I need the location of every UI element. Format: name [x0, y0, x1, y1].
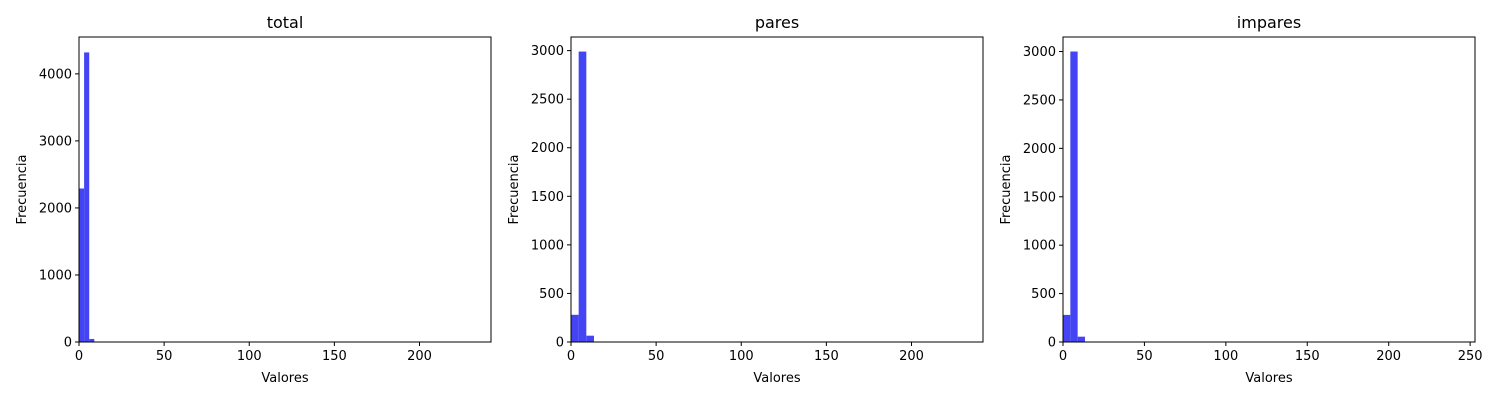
x-tick-label: 200	[1376, 349, 1401, 364]
chart-title: impares	[1237, 13, 1301, 32]
y-axis-label: Frecuencia	[999, 155, 1014, 225]
histogram-panel-1: 0 50 100 150 20001000200030004000totalValore…	[15, 13, 492, 386]
axes-frame	[1062, 36, 1476, 343]
y-tick-label: 4000	[39, 67, 72, 82]
y-tick-label: 1500	[1023, 190, 1056, 205]
y-tick-label: 1000	[531, 238, 564, 253]
x-tick-label: 0	[567, 349, 575, 364]
x-tick-label: 150	[1295, 349, 1320, 364]
axes-frame	[78, 36, 492, 343]
y-tick-label: 2500	[1023, 93, 1056, 108]
histogram-bar	[89, 338, 95, 342]
x-axis-label: Valores	[753, 371, 800, 386]
y-tick-label: 500	[539, 287, 564, 302]
histogram-bar	[571, 314, 579, 342]
x-tick-label: 100	[237, 349, 262, 364]
x-tick-label: 150	[814, 349, 839, 364]
histogram-panel-2: 0 50 100 150 200050010001500200025003000pare…	[507, 13, 984, 386]
y-tick-label: 3000	[1023, 45, 1056, 60]
histogram-bar	[586, 335, 594, 342]
y-tick-label: 2000	[39, 201, 72, 216]
y-tick-label: 1000	[39, 268, 72, 283]
histogram-bar	[1063, 314, 1071, 342]
y-axis-label: Frecuencia	[15, 155, 30, 225]
x-tick-label: 50	[1136, 349, 1153, 364]
x-tick-label: 0	[1059, 349, 1067, 364]
histogram-bar	[578, 51, 587, 342]
x-tick-label: 50	[648, 349, 665, 364]
histogram-bar	[84, 52, 90, 343]
y-tick-label: 0	[1048, 336, 1056, 351]
y-tick-label: 2000	[1023, 142, 1056, 157]
x-tick-label: 100	[1213, 349, 1238, 364]
y-tick-label: 3000	[39, 134, 72, 149]
x-axis-label: Valores	[261, 371, 308, 386]
x-tick-label: 50	[156, 349, 173, 364]
y-tick-label: 500	[1031, 287, 1056, 302]
x-tick-label: 200	[899, 349, 924, 364]
histogram-bar	[1070, 51, 1078, 343]
y-tick-label: 3000	[531, 44, 564, 59]
y-tick-label: 0	[64, 336, 72, 351]
chart-title: pares	[755, 13, 799, 32]
y-tick-label: 1000	[1023, 239, 1056, 254]
chart-title: total	[267, 13, 304, 32]
x-tick-label: 100	[729, 349, 754, 364]
x-tick-label: 150	[322, 349, 347, 364]
histogram-panel-3: 0 50 100 150 200 250050010001500200025003000i…	[999, 13, 1483, 386]
y-tick-label: 1500	[531, 190, 564, 205]
x-tick-label: 0	[75, 349, 83, 364]
x-tick-label: 250	[1458, 349, 1483, 364]
histogram-bar	[1077, 336, 1085, 342]
axes-frame	[570, 36, 984, 343]
y-tick-label: 2000	[531, 141, 564, 156]
y-axis-label: Frecuencia	[507, 155, 522, 225]
x-axis-label: Valores	[1245, 371, 1292, 386]
x-tick-label: 200	[407, 349, 432, 364]
y-tick-label: 0	[556, 336, 564, 351]
histogram-bar	[79, 188, 85, 342]
y-tick-label: 2500	[531, 93, 564, 108]
